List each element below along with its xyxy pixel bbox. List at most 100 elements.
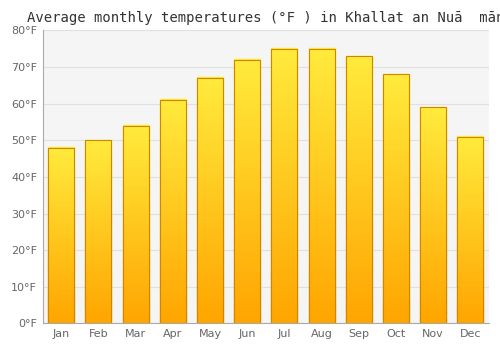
Bar (308, 231, 334, 236)
Bar (308, 199, 334, 204)
Bar (197, 78, 223, 323)
Bar (458, 220, 483, 224)
Bar (346, 136, 372, 141)
Bar (458, 198, 483, 202)
Bar (272, 172, 297, 177)
Bar (420, 265, 446, 270)
Bar (160, 245, 186, 249)
Bar (122, 217, 148, 221)
Bar (197, 278, 223, 282)
Bar (346, 301, 372, 306)
Bar (420, 251, 446, 255)
Bar (383, 277, 409, 282)
Bar (122, 155, 148, 159)
Bar (122, 287, 148, 290)
Bar (122, 237, 148, 241)
Bar (197, 151, 223, 156)
Bar (122, 181, 148, 185)
Bar (48, 258, 74, 262)
Bar (234, 310, 260, 315)
Bar (346, 260, 372, 265)
Bar (346, 162, 372, 167)
Bar (86, 216, 112, 219)
Bar (86, 277, 112, 281)
Bar (234, 152, 260, 156)
Bar (86, 167, 112, 171)
Bar (122, 280, 148, 284)
Bar (234, 270, 260, 275)
Bar (122, 260, 148, 264)
Bar (383, 310, 409, 315)
Bar (346, 185, 372, 190)
Bar (48, 276, 74, 279)
Bar (383, 94, 409, 99)
Bar (160, 256, 186, 260)
Bar (48, 244, 74, 247)
Bar (458, 230, 483, 233)
Bar (346, 274, 372, 279)
Bar (122, 164, 148, 168)
Bar (272, 117, 297, 122)
Bar (197, 155, 223, 160)
Bar (122, 204, 148, 208)
Bar (383, 74, 409, 78)
Bar (420, 301, 446, 305)
Bar (420, 107, 446, 323)
Bar (160, 114, 186, 119)
Bar (346, 247, 372, 252)
Bar (86, 256, 112, 259)
Bar (86, 304, 112, 308)
Bar (420, 222, 446, 226)
Bar (122, 254, 148, 258)
Bar (346, 234, 372, 239)
Bar (458, 142, 483, 146)
Bar (383, 128, 409, 132)
Bar (346, 60, 372, 65)
Bar (272, 158, 297, 163)
Bar (458, 307, 483, 311)
Bar (48, 217, 74, 221)
Bar (86, 182, 112, 186)
Bar (458, 279, 483, 283)
Bar (234, 72, 260, 77)
Bar (48, 170, 74, 174)
Bar (346, 243, 372, 247)
Bar (346, 56, 372, 323)
Bar (48, 229, 74, 232)
Bar (234, 195, 260, 200)
Bar (420, 244, 446, 248)
Bar (234, 59, 260, 64)
Bar (383, 286, 409, 290)
Bar (160, 99, 186, 104)
Bar (308, 158, 334, 163)
Bar (458, 258, 483, 261)
Bar (346, 180, 372, 185)
Bar (308, 272, 334, 278)
Bar (122, 135, 148, 139)
Bar (272, 213, 297, 218)
Bar (48, 279, 74, 282)
Bar (308, 245, 334, 250)
Bar (86, 301, 112, 305)
Bar (122, 171, 148, 175)
Bar (458, 273, 483, 276)
Bar (383, 165, 409, 170)
Bar (234, 239, 260, 244)
Bar (346, 172, 372, 176)
Bar (420, 157, 446, 161)
Bar (48, 185, 74, 189)
Bar (272, 49, 297, 323)
Bar (122, 125, 148, 129)
Bar (48, 232, 74, 236)
Bar (48, 285, 74, 288)
Bar (160, 278, 186, 282)
Bar (420, 226, 446, 230)
Bar (308, 304, 334, 310)
Bar (383, 211, 409, 216)
Bar (308, 218, 334, 223)
Bar (420, 125, 446, 129)
Bar (458, 208, 483, 211)
Bar (234, 81, 260, 86)
Bar (197, 315, 223, 319)
Bar (160, 222, 186, 226)
